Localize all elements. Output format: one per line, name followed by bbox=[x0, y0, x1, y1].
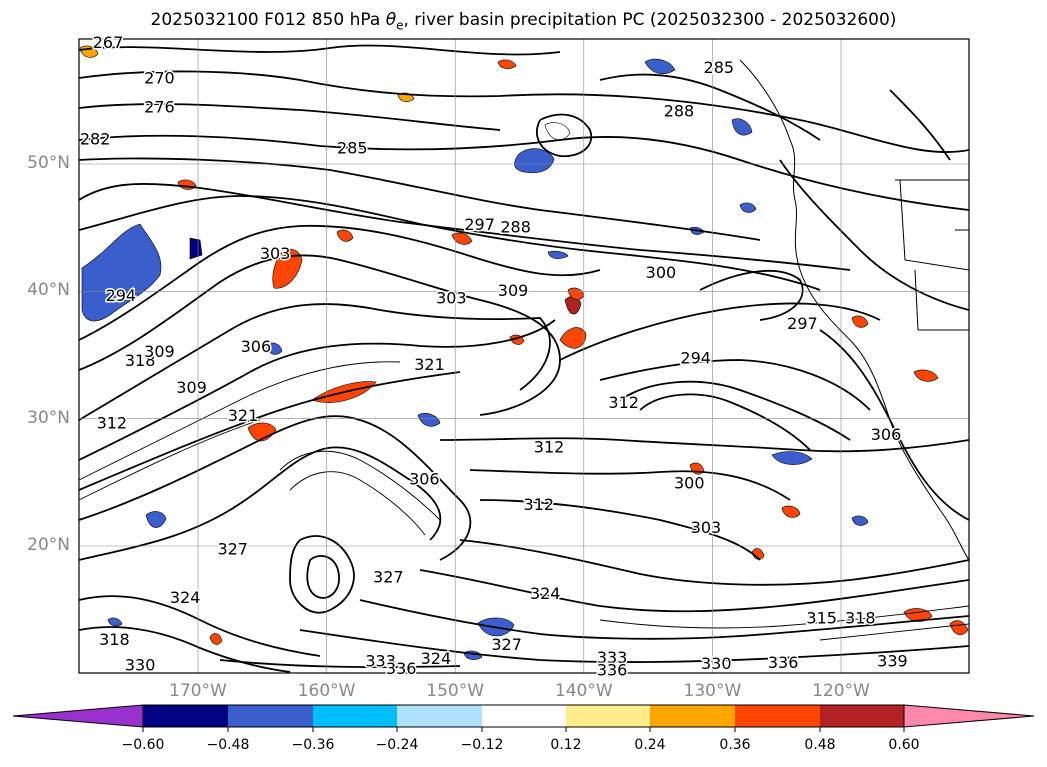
colorbar-tick-label: −0.12 bbox=[460, 737, 504, 753]
map-frame bbox=[78, 38, 970, 674]
contour-label: 312 bbox=[524, 495, 555, 514]
contour-label: 315 bbox=[806, 608, 837, 627]
coastline bbox=[739, 59, 969, 561]
contour-label: 270 bbox=[144, 68, 175, 87]
contour-label: 324 bbox=[170, 588, 201, 607]
colorbar-segment bbox=[650, 705, 735, 727]
colorbar-extend-max bbox=[903, 704, 1035, 728]
colorbar-tick-label: −0.36 bbox=[291, 737, 335, 753]
contour-label: 276 bbox=[144, 98, 175, 117]
contour-label: 297 bbox=[787, 314, 818, 333]
map-gridlines bbox=[79, 39, 969, 673]
colorbar-tick-label: 0.24 bbox=[634, 737, 666, 753]
contour-label: 333 bbox=[365, 652, 396, 671]
contour-label: 288 bbox=[664, 102, 695, 121]
contour-label: 309 bbox=[176, 378, 207, 397]
contour-label: 327 bbox=[491, 635, 522, 654]
figure-title: 2025032100 F012 850 hPa θe, river basin … bbox=[150, 10, 897, 33]
contour-label: 297 bbox=[464, 215, 495, 234]
contour-label: 294 bbox=[106, 286, 137, 305]
contour-label: 312 bbox=[608, 393, 639, 412]
colorbar-tick-label: −0.24 bbox=[375, 737, 419, 753]
contour-label: 309 bbox=[144, 342, 175, 361]
contour-label: 318 bbox=[845, 608, 876, 627]
contour-label: 303 bbox=[436, 289, 467, 308]
theta-e-contours-thin bbox=[79, 361, 969, 641]
longitude-label: 160°W bbox=[297, 681, 356, 701]
colorbar-tick-label: −0.48 bbox=[206, 737, 250, 753]
contour-label: 306 bbox=[871, 425, 902, 444]
contour-label: 312 bbox=[534, 438, 565, 457]
theta-e-contours bbox=[79, 44, 969, 673]
longitude-label: 120°W bbox=[812, 681, 870, 701]
latitude-label: 40°N bbox=[27, 280, 70, 301]
contour-label: 339 bbox=[877, 652, 908, 671]
colorbar-segment bbox=[397, 705, 482, 727]
colorbar-tick-label: 0.48 bbox=[804, 737, 836, 753]
colorbar bbox=[12, 704, 1035, 732]
contour-label: 285 bbox=[704, 58, 735, 77]
longitude-label: 170°W bbox=[169, 681, 227, 701]
contour-label: 324 bbox=[530, 584, 561, 603]
contour-label: 306 bbox=[409, 470, 440, 489]
longitude-label: 150°W bbox=[426, 681, 485, 701]
contour-label: 306 bbox=[241, 337, 272, 356]
contour-label: 330 bbox=[701, 654, 732, 673]
contour-label: 318 bbox=[99, 630, 130, 649]
colorbar-segment bbox=[482, 705, 566, 727]
colorbar-segment bbox=[313, 705, 397, 727]
contour-label: 330 bbox=[125, 655, 156, 674]
contour-label: 303 bbox=[691, 518, 722, 537]
colorbar-segment bbox=[228, 705, 313, 727]
contour-label: 309 bbox=[498, 281, 529, 300]
contour-labels: 267 270 276 282 285 288 285 288 297 300 309 303 303 2… bbox=[78, 31, 909, 681]
colorbar-segment bbox=[566, 705, 650, 727]
colorbar-tick-label: −0.60 bbox=[121, 737, 165, 753]
contour-label: 285 bbox=[337, 138, 368, 157]
latitude-label: 50°N bbox=[27, 153, 70, 173]
precip-negative-patches bbox=[81, 58, 869, 660]
contour-label: 336 bbox=[597, 661, 628, 680]
colorbar-extend-min bbox=[12, 704, 144, 728]
colorbar-segment bbox=[820, 705, 904, 727]
colorbar-outline bbox=[142, 704, 905, 728]
contour-label: 321 bbox=[228, 406, 259, 425]
contour-label: 327 bbox=[373, 568, 404, 587]
contour-label: 327 bbox=[217, 540, 248, 559]
colorbar-tick-label: 0.60 bbox=[888, 737, 920, 753]
latitude-label: 30°N bbox=[27, 407, 70, 428]
latitude-label: 20°N bbox=[27, 535, 70, 555]
colorbar-segment bbox=[143, 705, 228, 727]
contour-label: 321 bbox=[414, 355, 445, 374]
contour-label: 300 bbox=[674, 473, 705, 492]
contour-label: 294 bbox=[680, 349, 711, 368]
colorbar-tick-label: 0.12 bbox=[550, 737, 582, 753]
longitude-label: 140°W bbox=[554, 681, 613, 701]
contour-label: 336 bbox=[386, 659, 417, 678]
contour-label: 303 bbox=[260, 244, 291, 263]
contour-label: 312 bbox=[97, 413, 128, 432]
colorbar-tick-label: 0.36 bbox=[719, 737, 751, 753]
contour-label: 282 bbox=[80, 130, 111, 149]
contour-label: 300 bbox=[646, 263, 677, 282]
colorbar-segment bbox=[735, 705, 820, 727]
contour-label: 324 bbox=[421, 649, 452, 668]
contour-label: 288 bbox=[500, 217, 531, 236]
longitude-label: 130°W bbox=[683, 681, 742, 701]
map-background bbox=[79, 39, 969, 673]
contour-label: 333 bbox=[597, 648, 628, 667]
contour-label: 336 bbox=[768, 653, 799, 672]
contour-label: 318 bbox=[125, 351, 156, 370]
contour-label: 267 bbox=[93, 33, 124, 52]
